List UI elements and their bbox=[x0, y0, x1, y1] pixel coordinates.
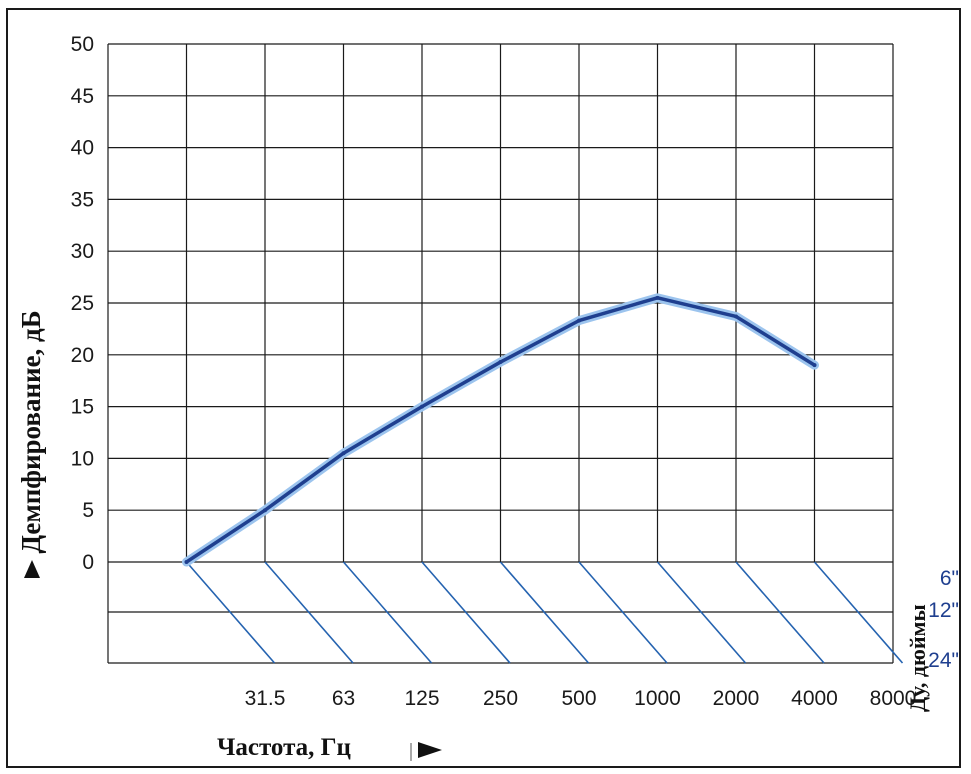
dn-label: 12" bbox=[928, 599, 959, 622]
data-point bbox=[498, 360, 503, 365]
dn-diagonal-lines bbox=[185, 561, 904, 664]
dn-axis-labels: 6" 12" 24" bbox=[928, 567, 959, 672]
dn-diagonal-line bbox=[421, 561, 511, 664]
data-point bbox=[812, 363, 817, 368]
x-tick-label: 31.5 bbox=[245, 687, 286, 710]
dn-diagonal-line bbox=[342, 561, 433, 664]
series bbox=[182, 293, 819, 567]
x-axis-title: Частота, Гц bbox=[217, 734, 351, 761]
dn-label: 6" bbox=[940, 567, 959, 590]
y-tick-label: 50 bbox=[71, 33, 94, 56]
data-point bbox=[577, 318, 581, 323]
y-tick-label: 10 bbox=[71, 447, 94, 470]
x-tick-label: 500 bbox=[561, 687, 596, 710]
x-tick-label: 125 bbox=[404, 687, 439, 710]
y-axis-title-text: Демпфирование, дБ bbox=[16, 310, 46, 553]
y-tick-label: 40 bbox=[71, 137, 94, 160]
dn-diagonal-line bbox=[813, 561, 904, 664]
dn-diagonal-line bbox=[264, 561, 354, 664]
grid bbox=[107, 43, 894, 664]
arrow-right-icon bbox=[418, 742, 442, 758]
data-point bbox=[734, 314, 738, 319]
y-tick-label: 5 bbox=[82, 499, 94, 522]
dn-label: 24" bbox=[928, 649, 959, 672]
y-tick-label: 15 bbox=[71, 396, 94, 419]
dn-diagonal-line bbox=[499, 561, 590, 664]
y-tick-label: 0 bbox=[82, 551, 94, 574]
y-tick-label: 25 bbox=[71, 292, 94, 315]
y-axis-ticks: 0 5 10 15 20 25 30 35 40 45 50 bbox=[71, 33, 94, 574]
data-point bbox=[184, 560, 189, 564]
data-point bbox=[655, 295, 660, 300]
x-tick-label: 1000 bbox=[634, 687, 681, 710]
y-axis-title: Демпфирование, дБ bbox=[16, 310, 46, 578]
dn-diagonal-line bbox=[735, 561, 825, 664]
x-tick-label: 250 bbox=[483, 687, 518, 710]
y-tick-label: 35 bbox=[71, 188, 94, 211]
y-tick-label: 45 bbox=[71, 85, 94, 108]
dn-diagonal-line bbox=[185, 561, 276, 664]
x-tick-label: 63 bbox=[332, 687, 355, 710]
data-point bbox=[341, 451, 346, 456]
x-tick-label: 8000 bbox=[870, 687, 917, 710]
x-tick-label: 2000 bbox=[713, 687, 760, 710]
data-point bbox=[263, 508, 267, 513]
dn-axis-title: Ду, дюймы bbox=[905, 604, 930, 712]
data-point bbox=[420, 404, 424, 409]
y-tick-label: 20 bbox=[71, 344, 94, 367]
dn-diagonal-line bbox=[578, 561, 668, 664]
x-tick-label: 4000 bbox=[791, 687, 838, 710]
arrow-up-icon bbox=[24, 560, 40, 578]
y-tick-label: 30 bbox=[71, 240, 94, 263]
dn-diagonal-line bbox=[656, 561, 747, 664]
x-axis-ticks: 31.5 63 125 250 500 1000 2000 4000 8000 bbox=[245, 687, 917, 710]
chart-frame bbox=[6, 8, 961, 768]
